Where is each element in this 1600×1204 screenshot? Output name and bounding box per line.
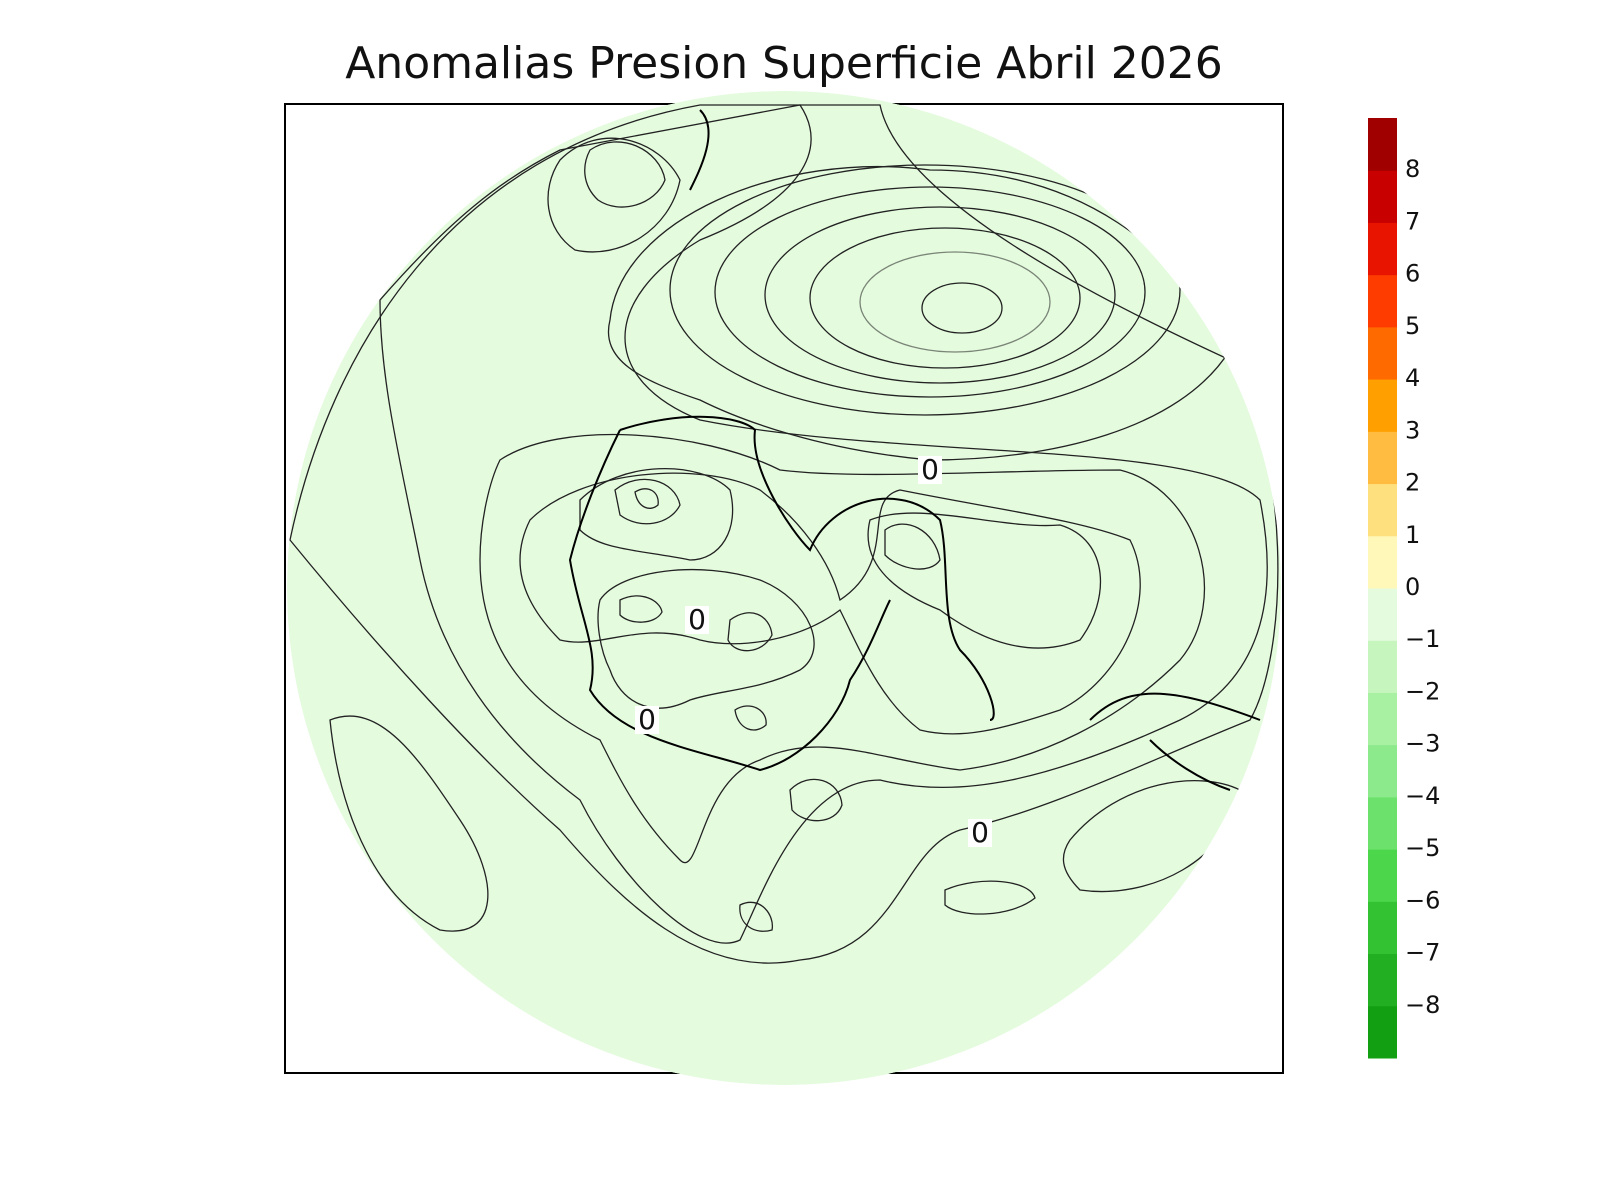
colorbar: 8 7 6 5 4 3 2 1 0 −1 −2 −3 −4 −5 −6 −7 −8 [1368, 118, 1440, 1059]
colorbar-tick-label: 4 [1405, 364, 1420, 392]
field-green-2 [669, 164, 1181, 416]
colorbar-band [1368, 379, 1397, 432]
colorbar-tick-label: 6 [1405, 260, 1420, 288]
colorbar-band [1368, 588, 1397, 641]
field-interior-low [597, 568, 815, 709]
label-box [968, 819, 992, 847]
colorbar-tick-label: 1 [1405, 521, 1420, 549]
field-green-5 [809, 227, 1081, 369]
colorbar-band [1368, 274, 1397, 328]
chart-title: Anomalias Presion Superficie Abril 2026 [345, 38, 1223, 89]
contour-label: 0 [921, 453, 939, 486]
contour-label: 0 [688, 603, 706, 636]
field-green-1 [607, 166, 1231, 461]
colorbar-tick-label: 7 [1405, 207, 1420, 235]
colorbar-band [1368, 222, 1397, 276]
field-interior-low [619, 595, 773, 731]
colorbar-tick-label: 0 [1405, 573, 1420, 601]
contour-label: 0 [971, 816, 989, 849]
field-level-2 [479, 433, 1206, 864]
colorbar-band [1368, 692, 1397, 746]
colorbar-band [1368, 796, 1397, 850]
field-level-6 [634, 488, 659, 509]
colorbar-band [1368, 431, 1397, 485]
colorbar-tick-label: −4 [1405, 782, 1440, 810]
colorbar-tick-label: −2 [1405, 677, 1440, 705]
colorbar-band [1368, 744, 1397, 798]
colorbar-tick-label: 3 [1405, 416, 1420, 444]
coastline [568, 109, 1261, 791]
colorbar-band [1368, 953, 1397, 1007]
colorbar-band [1368, 849, 1397, 902]
colorbar-tick-label: 8 [1405, 155, 1420, 183]
label-box [685, 606, 709, 634]
colorbar-band [1368, 640, 1397, 693]
colorbar-band [1368, 1005, 1397, 1059]
field-background [287, 91, 1281, 1085]
map [287, 91, 1281, 1085]
colorbar-tick-label: −7 [1405, 939, 1440, 967]
colorbar-band [1368, 901, 1397, 955]
colorbar-band [1368, 483, 1397, 537]
colorbar-band [1368, 326, 1397, 380]
field-green-6 [859, 251, 1051, 353]
colorbar-band [1368, 118, 1397, 171]
label-box [918, 456, 942, 484]
colorbar-band [1368, 535, 1397, 589]
colorbar-tick-label: 5 [1405, 312, 1420, 340]
field-level-4 [579, 468, 1102, 649]
colorbar-tick-label: 2 [1405, 469, 1420, 497]
field-green-4 [764, 206, 1116, 384]
field-level-0 [289, 104, 1279, 964]
colorbar-tick-label: −1 [1405, 625, 1440, 653]
colorbar-band [1368, 170, 1397, 223]
field-blob [584, 141, 666, 208]
contour-labels: 0 0 0 0 [635, 453, 992, 849]
contour-label: 0 [638, 703, 656, 736]
colorbar-tick-label: −6 [1405, 886, 1440, 914]
field-level-1 [379, 104, 1268, 944]
label-box [635, 706, 659, 734]
colorbar-tick-label: −3 [1405, 730, 1440, 758]
field-blob [547, 137, 681, 253]
field-blob [739, 901, 773, 932]
field-level-5 [614, 478, 941, 570]
colorbar-tick-label: −8 [1405, 991, 1440, 1019]
field-green-3 [714, 186, 1146, 398]
field-green-7 [921, 282, 1003, 334]
colorbar-tick-label: −5 [1405, 834, 1440, 862]
